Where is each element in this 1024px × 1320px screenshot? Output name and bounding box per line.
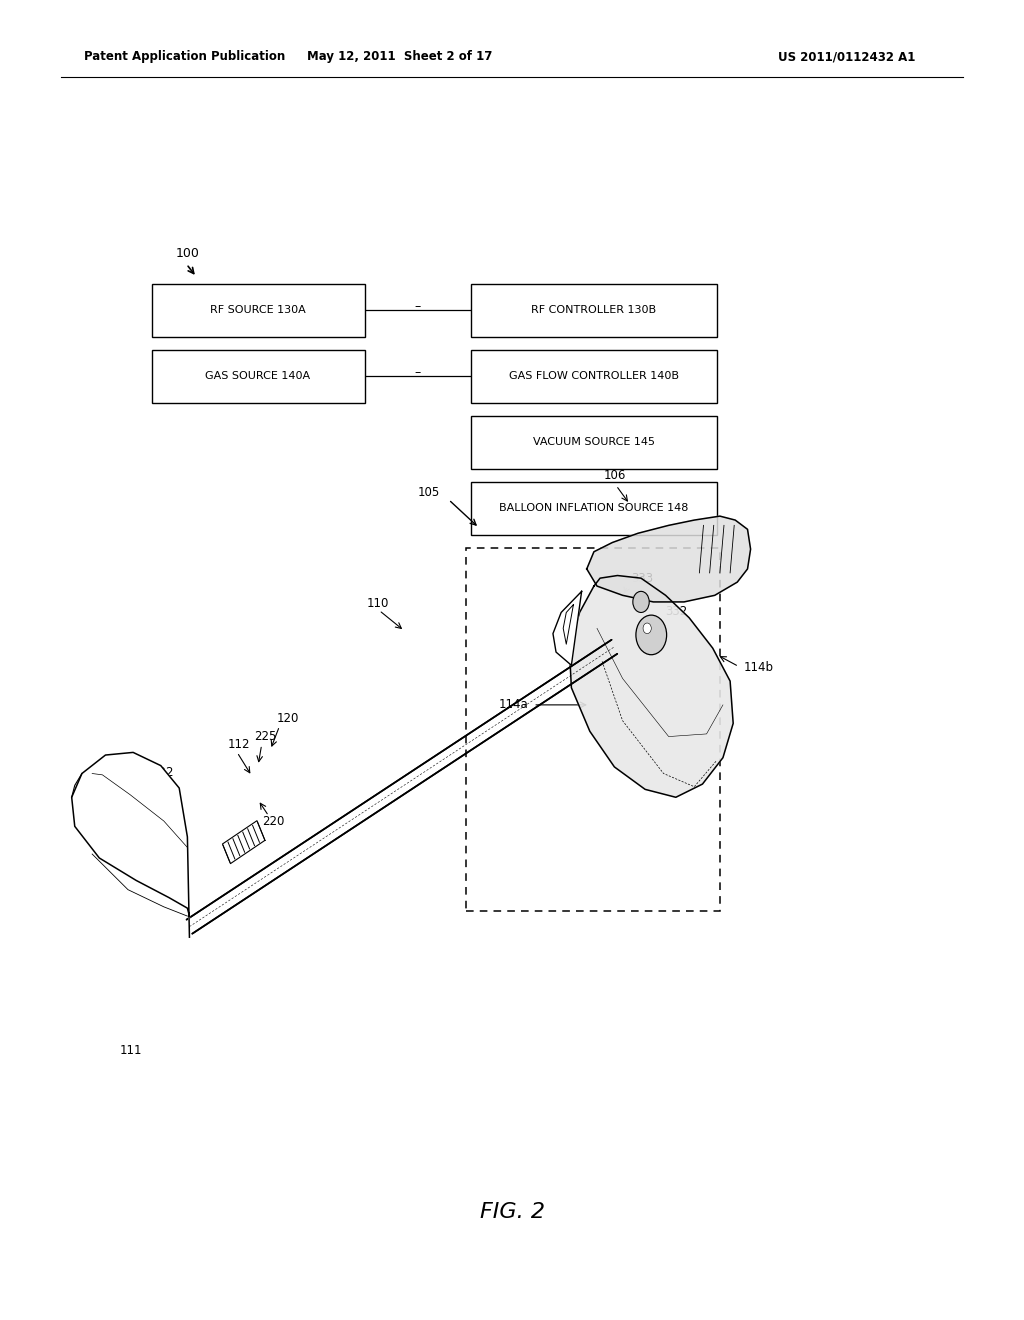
Text: Patent Application Publication: Patent Application Publication <box>84 50 286 63</box>
Text: BALLOON INFLATION SOURCE 148: BALLOON INFLATION SOURCE 148 <box>500 503 688 513</box>
Text: 220: 220 <box>262 814 285 828</box>
Text: US 2011/0112432 A1: US 2011/0112432 A1 <box>778 50 915 63</box>
Text: 106: 106 <box>604 469 627 482</box>
Text: FIG. 2: FIG. 2 <box>479 1201 545 1222</box>
Bar <box>152 284 365 337</box>
Text: May 12, 2011  Sheet 2 of 17: May 12, 2011 Sheet 2 of 17 <box>306 50 493 63</box>
Text: GAS SOURCE 140A: GAS SOURCE 140A <box>206 371 310 381</box>
Text: VACUUM SOURCE 145: VACUUM SOURCE 145 <box>532 437 655 447</box>
Polygon shape <box>569 576 733 797</box>
Bar <box>466 548 720 911</box>
Text: GAS FLOW CONTROLLER 140B: GAS FLOW CONTROLLER 140B <box>509 371 679 381</box>
Text: 122: 122 <box>152 766 174 779</box>
Bar <box>471 416 717 469</box>
Circle shape <box>643 623 651 634</box>
Text: 333: 333 <box>631 572 653 585</box>
Polygon shape <box>587 516 751 602</box>
Text: RF CONTROLLER 130B: RF CONTROLLER 130B <box>531 305 656 315</box>
Bar <box>471 482 717 535</box>
Circle shape <box>636 615 667 655</box>
Text: –: – <box>415 300 421 313</box>
Text: 225: 225 <box>254 730 276 743</box>
Text: 114a: 114a <box>499 698 528 711</box>
Bar <box>471 284 717 337</box>
Text: 110: 110 <box>367 597 389 610</box>
Text: 112: 112 <box>227 738 250 751</box>
Text: 105: 105 <box>418 486 440 499</box>
Polygon shape <box>553 591 582 665</box>
Bar <box>152 350 365 403</box>
Text: RF SOURCE 130A: RF SOURCE 130A <box>210 305 306 315</box>
Polygon shape <box>72 752 189 937</box>
Text: 332: 332 <box>666 605 688 618</box>
Text: 111: 111 <box>120 1044 142 1057</box>
Text: –: – <box>415 366 421 379</box>
Bar <box>471 350 717 403</box>
Circle shape <box>633 591 649 612</box>
Text: 120: 120 <box>276 711 299 725</box>
Text: 100: 100 <box>176 247 200 260</box>
Text: 114b: 114b <box>743 661 773 675</box>
